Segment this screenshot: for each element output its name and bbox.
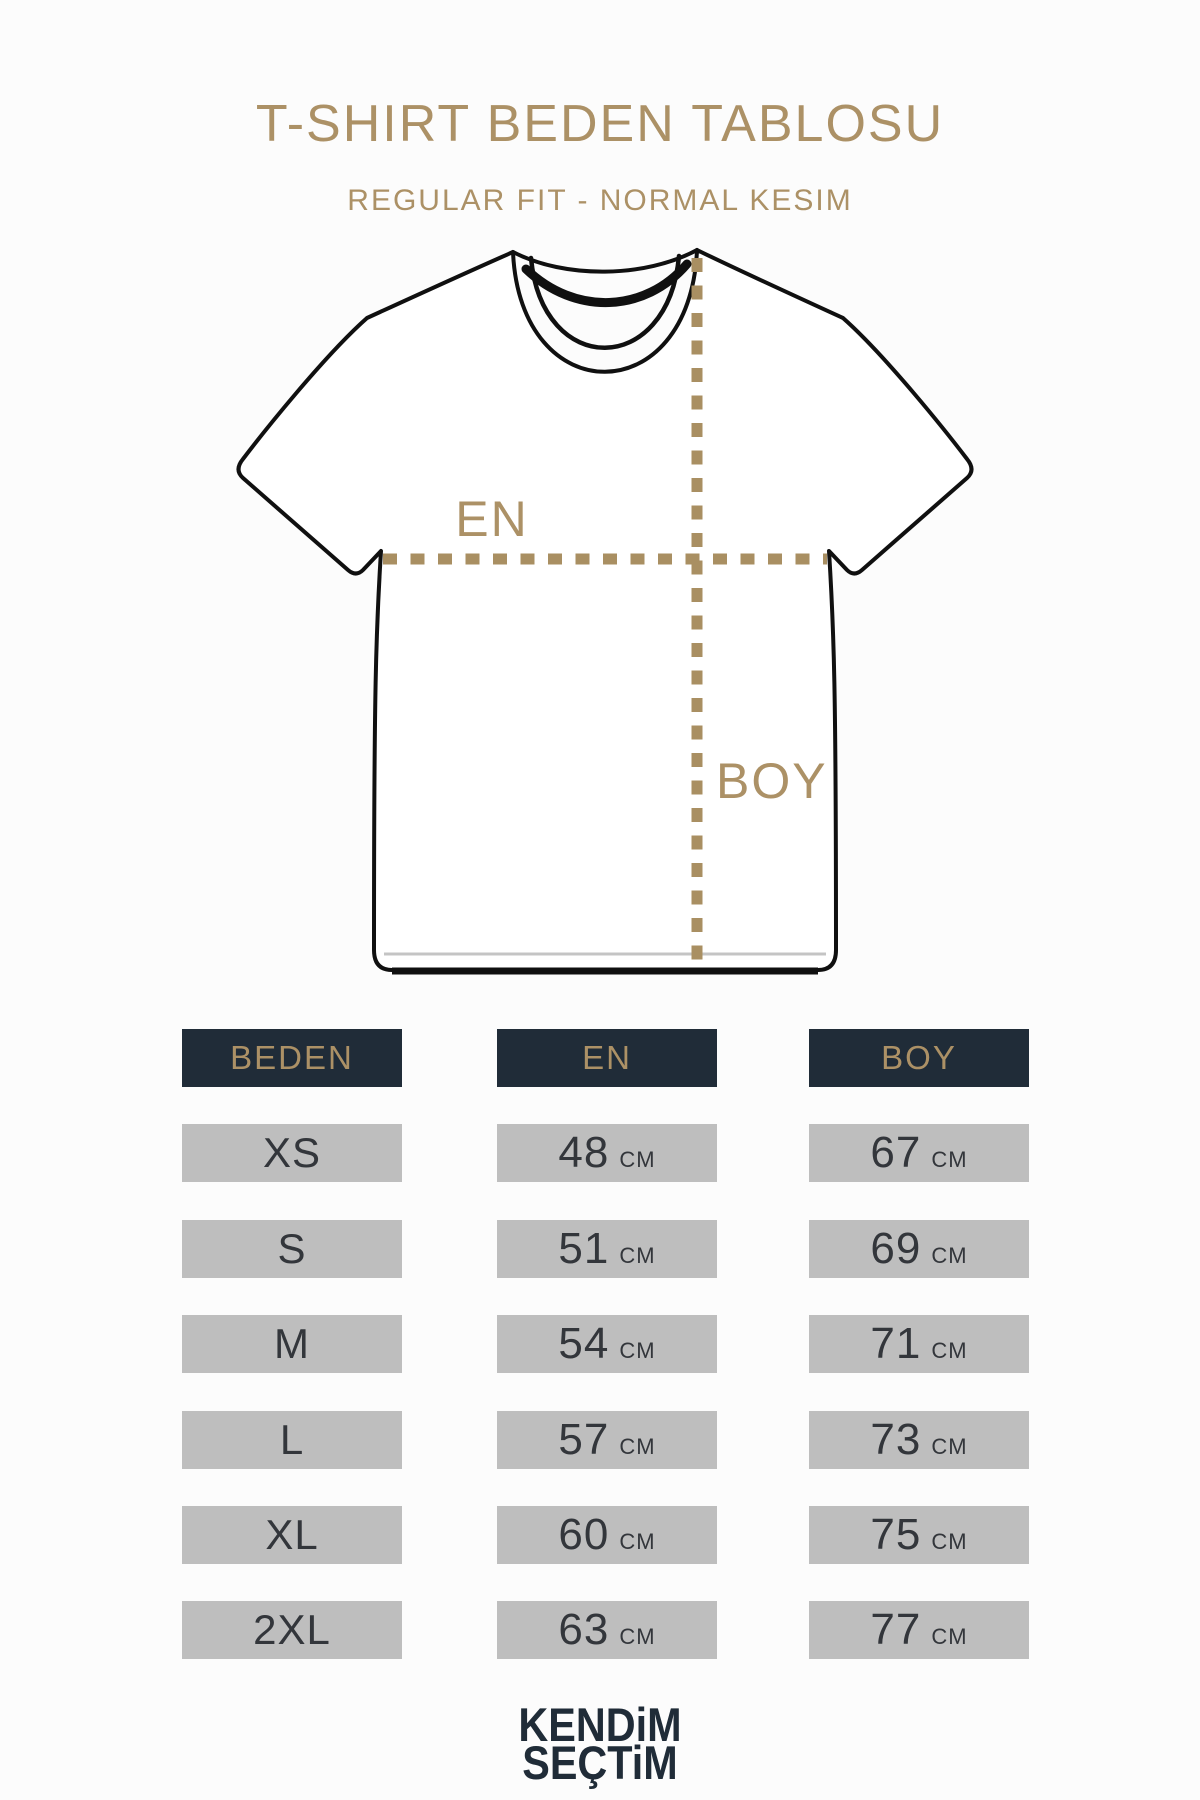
boy-value-cell: 73 CM [809, 1410, 1029, 1469]
measurement-number: 77 [870, 1605, 922, 1655]
size-cell: XS [182, 1124, 402, 1183]
measurement-number: 51 [558, 1223, 610, 1273]
measurement-number: 63 [558, 1605, 610, 1655]
size-cell: S [182, 1219, 402, 1278]
measurement-unit: CM [931, 1147, 968, 1173]
length-label: BOY [716, 753, 828, 809]
t-shirt-diagram: EN BOY [236, 248, 974, 975]
measurement-number: 54 [558, 1319, 610, 1369]
column-boy: BOY 67 CM 69 CM 71 CM 73 CM 75 CM 77 CM [809, 1029, 1029, 1660]
collar-inner-ring [528, 253, 682, 350]
boy-value-cell: 67 CM [809, 1124, 1029, 1183]
en-value-cell: 48 CM [497, 1124, 717, 1183]
measurement-unit: CM [619, 1433, 656, 1459]
boy-value-cell: 69 CM [809, 1219, 1029, 1278]
boy-value-cell: 71 CM [809, 1315, 1029, 1374]
measurement-unit: CM [619, 1147, 656, 1173]
en-value-cell: 63 CM [497, 1601, 717, 1660]
collar-back-seam [521, 259, 692, 308]
measurement-number: 60 [558, 1509, 610, 1559]
brand-logo-line1: KENDiM [518, 1698, 682, 1751]
column-en: EN 48 CM 51 CM 54 CM 57 CM 60 CM 63 CM [497, 1029, 717, 1660]
en-value-cell: 54 CM [497, 1315, 717, 1374]
measurement-unit: CM [931, 1528, 968, 1554]
en-value-cell: 60 CM [497, 1505, 717, 1564]
measurement-number: 75 [870, 1509, 922, 1559]
measurement-number: 48 [558, 1128, 610, 1178]
t-shirt-outline [236, 248, 974, 972]
column-beden: BEDEN XS S M L XL 2XL [182, 1029, 402, 1660]
size-cell: M [182, 1315, 402, 1374]
boy-value-cell: 77 CM [809, 1601, 1029, 1660]
en-value-cell: 51 CM [497, 1219, 717, 1278]
measurement-number: 69 [870, 1223, 922, 1273]
measurement-unit: CM [619, 1242, 656, 1268]
en-value-cell: 57 CM [497, 1410, 717, 1469]
brand-logo-line2: SEÇTiM [522, 1735, 678, 1789]
measurement-unit: CM [931, 1624, 968, 1650]
size-cell: 2XL [182, 1601, 402, 1660]
measurement-unit: CM [931, 1433, 968, 1459]
boy-value-cell: 75 CM [809, 1505, 1029, 1564]
measurement-unit: CM [931, 1242, 968, 1268]
size-cell: L [182, 1410, 402, 1469]
page-subtitle: REGULAR FIT - NORMAL KESIM [347, 184, 853, 217]
width-label: EN [455, 491, 528, 547]
column-header-en: EN [497, 1029, 717, 1087]
brand-logo: KENDiM SEÇTiM [72, 1698, 1128, 1789]
page-title: T-SHIRT BEDEN TABLOSU [255, 95, 945, 153]
collar-back-top-line [511, 248, 699, 274]
measurement-number: 57 [558, 1414, 610, 1464]
measurement-unit: CM [619, 1528, 656, 1554]
measurement-number: 67 [870, 1128, 922, 1178]
column-header-beden: BEDEN [182, 1029, 402, 1087]
measurement-number: 71 [870, 1319, 922, 1369]
measurement-number: 73 [870, 1414, 922, 1464]
column-header-boy: BOY [809, 1029, 1029, 1087]
measurement-unit: CM [931, 1338, 968, 1364]
size-cell: XL [182, 1505, 402, 1564]
measurement-unit: CM [619, 1624, 656, 1650]
measurement-unit: CM [619, 1338, 656, 1364]
